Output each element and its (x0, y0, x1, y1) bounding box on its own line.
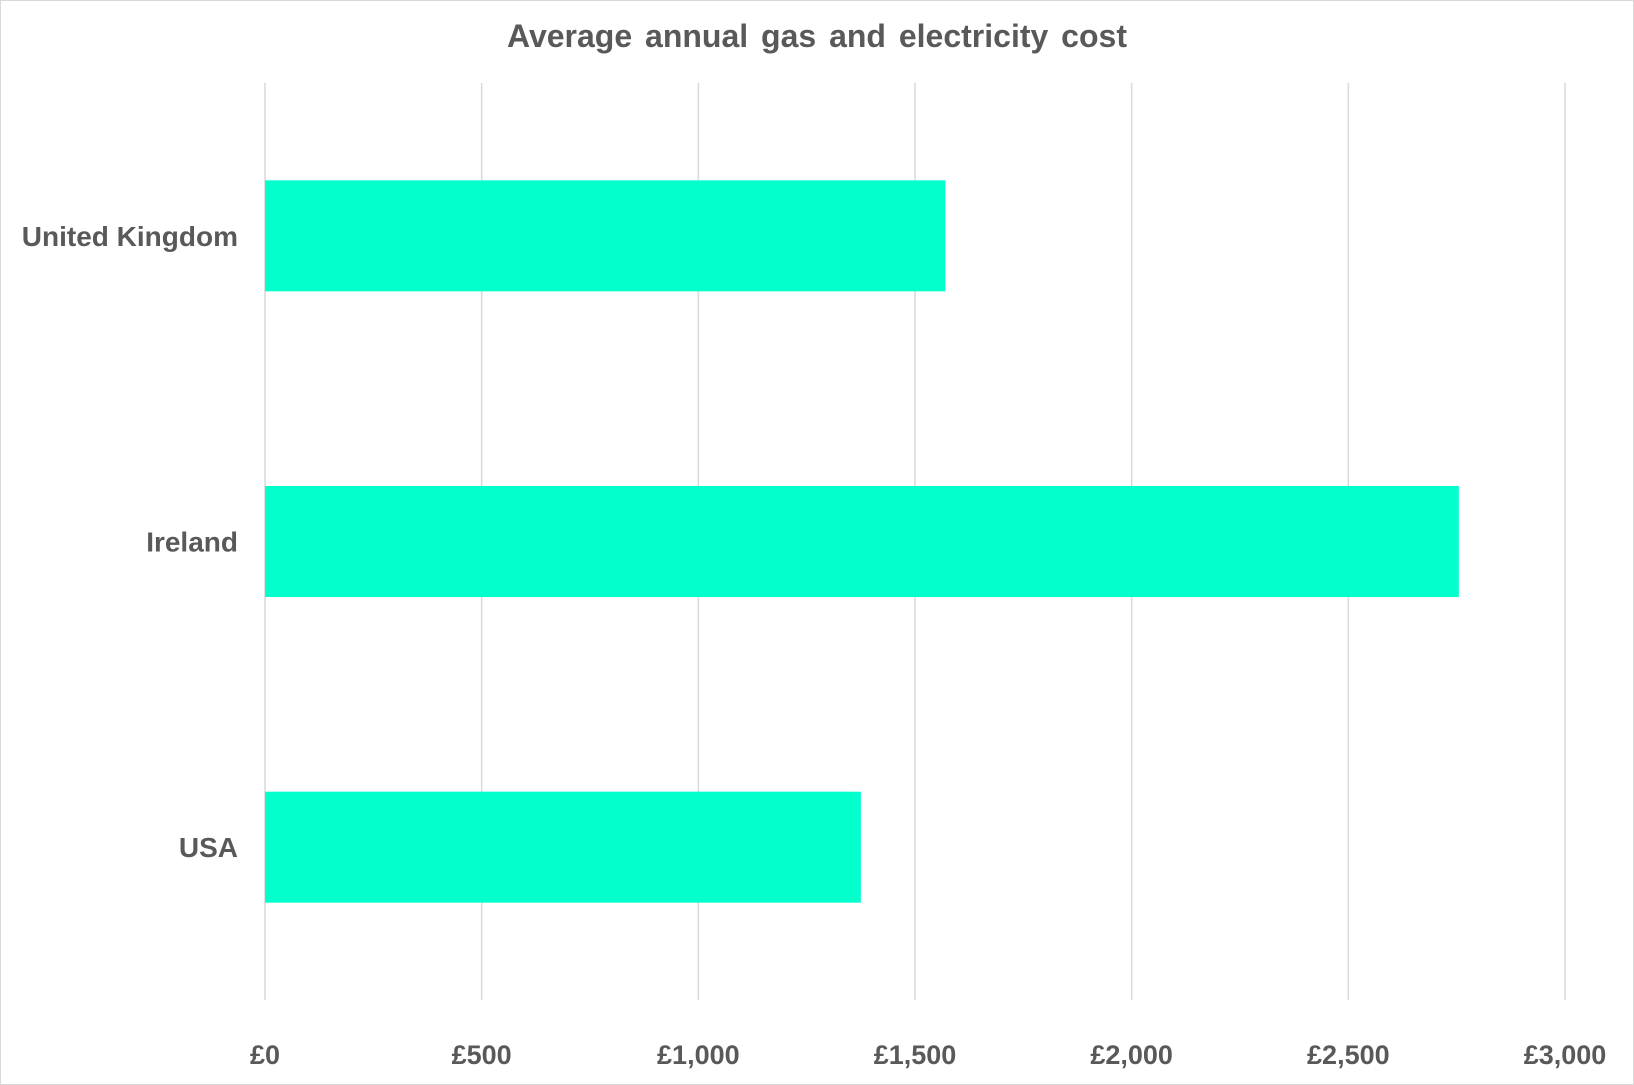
x-tick-label: £0 (250, 1040, 280, 1070)
bar (265, 791, 861, 903)
category-label: Ireland (146, 527, 238, 558)
category-label: USA (179, 832, 238, 863)
category-label: United Kingdom (22, 221, 238, 252)
chart-title: Average annual gas and electricity cost (507, 18, 1127, 54)
x-tick-label: £2,500 (1307, 1040, 1390, 1070)
x-tick-label: £3,000 (1524, 1040, 1607, 1070)
bar (265, 486, 1459, 597)
x-tick-label: £500 (452, 1040, 512, 1070)
x-tick-label: £2,000 (1090, 1040, 1173, 1070)
x-tick-label: £1,500 (874, 1040, 957, 1070)
bar (265, 180, 946, 292)
x-tick-label: £1,000 (657, 1040, 740, 1070)
